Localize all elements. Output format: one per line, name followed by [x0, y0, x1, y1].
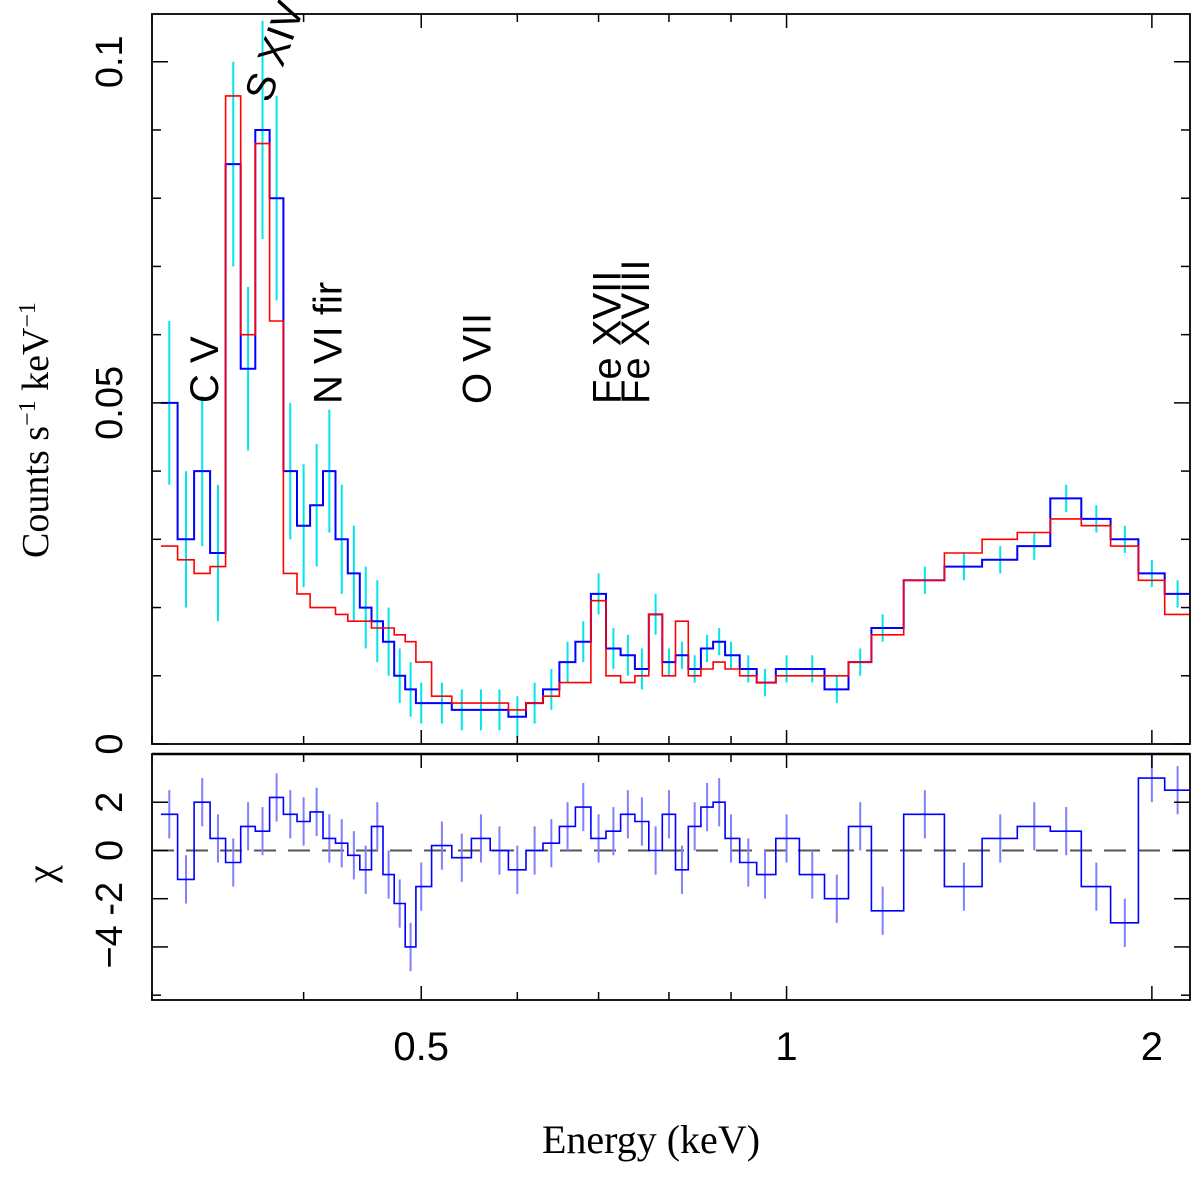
residual-y-tick-label: 0 [89, 840, 131, 861]
residual-y-tick-label: -2 [89, 882, 131, 916]
line-annotation: Fe XVIII [614, 260, 658, 405]
residual-y-tick-label: −4 [89, 925, 131, 968]
line-annotation: Fe XVII [586, 271, 630, 404]
residual-panel-frame [151, 753, 1191, 1001]
line-annotation: S XIV [237, 0, 313, 107]
residual-y-axis-label: χ [18, 865, 63, 884]
axis-ticks [151, 14, 1190, 1000]
residual-y-tick-label: 2 [89, 792, 131, 813]
x-tick-label: 0.5 [393, 1025, 449, 1069]
spectrum-model-series [160, 95, 1191, 711]
spectrum-y-tick-label: 0 [89, 733, 131, 754]
spectrum-y-tick-label: 0.05 [89, 366, 131, 440]
spectrum-y-tick-label: 0.1 [89, 35, 131, 88]
line-annotation: C V [183, 336, 227, 403]
x-axis-label: Energy (keV) [542, 1117, 760, 1162]
spectrum-y-axis-label: Counts s−1 keV−1 [15, 302, 57, 558]
axis-tick-labels: 0.5 1 2 0 0.05 0.1 2 0 -2 −4 [89, 35, 1163, 1069]
residual-data-series [160, 777, 1191, 948]
line-annotation: N VI fir [307, 282, 351, 404]
spectrum-panel-frame [151, 13, 1191, 745]
x-tick-label: 1 [775, 1025, 797, 1069]
line-annotation: O VII [455, 313, 499, 404]
residual-error-bars [168, 754, 1179, 972]
x-tick-label: 2 [1141, 1025, 1163, 1069]
